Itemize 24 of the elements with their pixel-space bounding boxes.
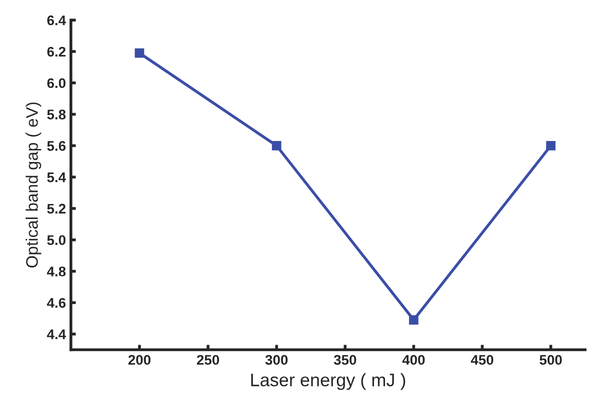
x-tick-label: 350	[334, 354, 356, 365]
y-tick-label: 6.4	[47, 15, 66, 26]
x-tick-label: 300	[265, 354, 288, 365]
point	[272, 140, 282, 150]
y-tick-label: 6.0	[47, 78, 66, 88]
x-axis-title: Laser energy ( mJ )	[251, 373, 406, 390]
y-tick-label: 6.2	[47, 46, 66, 57]
point	[409, 315, 418, 325]
x-tick-label: 450	[470, 354, 494, 365]
x-tick-label: 250	[196, 354, 220, 365]
point	[546, 140, 556, 150]
y-tick-label: 4.6	[46, 298, 66, 308]
x-tick-label: 200	[128, 354, 150, 365]
x-tick-label: 400	[402, 354, 425, 365]
y-tick-label: 4.4	[46, 330, 66, 340]
y-tick-label: 5.2	[47, 204, 66, 214]
y-tick-label: 5.0	[47, 235, 66, 246]
y-tick-label: 5.6	[47, 141, 66, 151]
y-axis-title: Optical band gap ( eV)	[26, 102, 42, 268]
x-tick-label: 500	[540, 354, 562, 365]
y-tick-label: 5.8	[47, 110, 66, 120]
y-tick-label: 5.4	[47, 172, 66, 182]
y-tick-label: 4.8	[46, 266, 66, 276]
point	[134, 48, 144, 58]
